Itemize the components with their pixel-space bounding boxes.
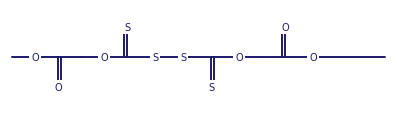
Text: S: S <box>208 82 214 92</box>
Text: O: O <box>281 23 289 33</box>
Text: O: O <box>100 53 108 62</box>
Text: O: O <box>309 53 317 62</box>
Text: S: S <box>124 23 130 33</box>
Text: S: S <box>180 53 186 62</box>
Text: O: O <box>235 53 243 62</box>
Text: O: O <box>31 53 39 62</box>
Text: S: S <box>152 53 158 62</box>
Text: O: O <box>54 82 62 92</box>
